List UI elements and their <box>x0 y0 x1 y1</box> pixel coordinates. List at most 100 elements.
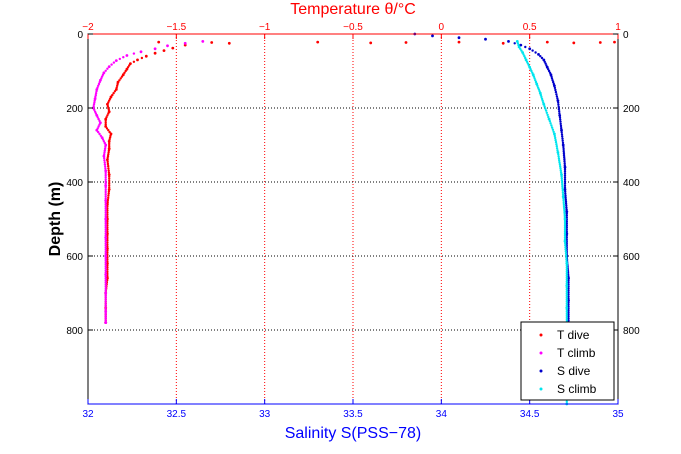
data-point-interp <box>565 308 568 311</box>
data-point <box>104 125 108 128</box>
data-point-interp <box>106 160 109 164</box>
data-point-interp <box>553 86 557 90</box>
data-point-interp <box>565 296 568 299</box>
data-point-interp <box>103 161 106 164</box>
legend-box <box>520 321 615 401</box>
data-point <box>107 139 111 143</box>
data-point-interp <box>565 310 568 313</box>
data-point-interp <box>565 312 568 316</box>
data-point-interp <box>118 79 121 82</box>
data-point-interp <box>104 314 107 317</box>
data-point-interp <box>562 151 566 155</box>
data-point-interp <box>116 84 119 88</box>
data-point-interp <box>132 52 136 55</box>
data-point-interp <box>104 221 107 225</box>
data-point-interp <box>539 93 543 97</box>
data-point-interp <box>104 195 107 198</box>
data-point-interp <box>108 186 111 189</box>
data-point-interp <box>107 106 110 110</box>
legend-marker-s-climb <box>539 387 543 391</box>
data-point-interp <box>128 64 131 67</box>
data-point-interp <box>565 208 568 211</box>
data-point <box>515 40 519 43</box>
data-point <box>560 128 563 132</box>
data-point-interp <box>119 77 122 80</box>
data-point-interp <box>555 95 559 98</box>
data-point-interp <box>107 196 110 200</box>
data-point-interp <box>563 225 567 229</box>
data-point-interp <box>562 197 565 200</box>
data-point-interp <box>123 71 126 75</box>
data-point-interp <box>534 51 537 54</box>
data-point-interp <box>563 172 567 175</box>
data-point-interp <box>563 159 566 163</box>
data-point <box>102 71 106 75</box>
data-point-interp <box>565 206 568 209</box>
data-point-interp <box>104 267 107 270</box>
y-axis-tick-label-left: 0 <box>77 30 83 41</box>
data-point-interp <box>104 173 107 177</box>
data-point <box>524 58 528 62</box>
data-point-interp <box>550 77 554 80</box>
data-point-interp <box>97 84 100 88</box>
data-point-interp <box>564 250 567 253</box>
data-point <box>556 99 560 102</box>
data-point-interp <box>104 234 107 237</box>
data-point <box>106 158 109 162</box>
data-point-interp <box>561 135 564 138</box>
data-point-interp <box>104 302 107 305</box>
y-axis-tick-label-right: 800 <box>623 326 640 337</box>
data-point-interp <box>94 92 98 95</box>
data-point-interp <box>97 125 100 128</box>
data-point-interp <box>565 260 568 263</box>
data-point-interp <box>104 261 107 264</box>
data-point-interp <box>104 298 107 301</box>
data-point-interp <box>104 219 107 223</box>
data-point <box>166 44 169 48</box>
data-point <box>545 40 549 44</box>
data-point-interp <box>104 269 107 272</box>
data-point <box>563 165 567 169</box>
data-point-interp <box>104 205 107 208</box>
data-point-interp <box>564 242 567 245</box>
data-point-interp <box>559 167 562 170</box>
data-point-interp <box>112 61 116 64</box>
data-point-interp <box>565 222 568 225</box>
data-point-interp <box>563 238 567 241</box>
data-point <box>125 67 129 71</box>
data-point-interp <box>562 205 566 209</box>
data-point <box>538 91 542 95</box>
data-point-interp <box>565 264 568 267</box>
data-point-interp <box>565 220 568 223</box>
data-point-interp <box>565 280 568 283</box>
data-point-interp <box>104 167 107 170</box>
data-point-interp <box>104 215 107 219</box>
data-point-interp <box>98 123 101 126</box>
bottom-axis-tick-label: 33.5 <box>343 409 363 420</box>
bottom-axis-tick-label: 34 <box>436 409 448 420</box>
data-point-interp <box>107 169 110 172</box>
data-point <box>157 40 161 44</box>
data-point-interp <box>543 60 546 63</box>
data-point-interp <box>564 254 568 257</box>
data-point-interp <box>106 200 109 204</box>
data-point-interp <box>97 117 100 121</box>
top-axis-tick-label: 1 <box>615 22 621 33</box>
data-point-interp <box>108 184 111 187</box>
data-point-interp <box>107 167 110 170</box>
data-point <box>565 284 569 287</box>
data-point-interp <box>562 153 566 157</box>
data-point-interp <box>540 95 543 99</box>
data-point <box>547 117 551 121</box>
y-axis-title: Depth (m) <box>47 182 64 257</box>
data-point-interp <box>108 177 111 180</box>
data-point-interp <box>565 256 568 259</box>
data-point-interp <box>104 306 107 309</box>
data-point-interp <box>109 134 112 137</box>
data-point-interp <box>106 224 109 227</box>
data-point-interp <box>557 101 560 104</box>
data-point <box>563 239 567 243</box>
top-axis-tick-label: 0.5 <box>523 22 537 33</box>
data-point <box>563 217 567 221</box>
data-point-interp <box>97 82 101 86</box>
